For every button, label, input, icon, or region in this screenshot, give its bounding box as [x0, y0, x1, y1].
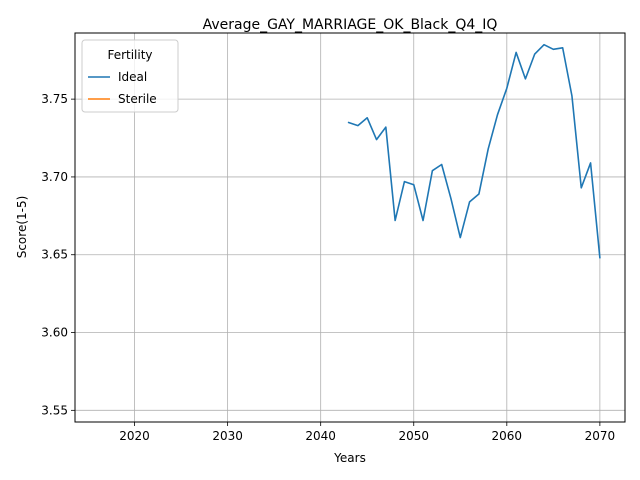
y-tick-label: 3.65 — [41, 248, 68, 262]
legend: Fertility Ideal Sterile — [81, 39, 179, 113]
series-layer — [347, 43, 601, 259]
y-tick-label: 3.70 — [41, 170, 68, 184]
y-tick-label: 3.55 — [41, 403, 68, 417]
y-tick-label: 3.75 — [41, 92, 68, 106]
x-tick-label: 2020 — [119, 429, 150, 443]
x-tick-label: 2030 — [212, 429, 243, 443]
x-tick-label: 2060 — [492, 429, 523, 443]
legend-box — [81, 39, 179, 113]
legend-label-ideal: Ideal — [118, 70, 147, 84]
y-axis-label: Score(1-5) — [15, 196, 29, 259]
y-axis-ticks: 3.55 3.60 3.65 3.70 3.75 — [41, 92, 75, 417]
legend-title: Fertility — [107, 48, 152, 62]
legend-label-sterile: Sterile — [118, 92, 157, 106]
x-tick-label: 2040 — [305, 429, 336, 443]
x-tick-label: 2050 — [398, 429, 429, 443]
grid — [75, 33, 625, 422]
plot-frame — [74, 32, 626, 423]
series-line-ideal — [347, 43, 601, 259]
chart-title: Average_GAY_MARRIAGE_OK_Black_Q4_IQ — [203, 17, 498, 33]
x-axis-label: Years — [333, 451, 366, 465]
x-tick-label: 2070 — [585, 429, 616, 443]
x-axis-ticks: 2020 2030 2040 2050 2060 2070 — [119, 422, 615, 443]
y-tick-label: 3.60 — [41, 326, 68, 340]
